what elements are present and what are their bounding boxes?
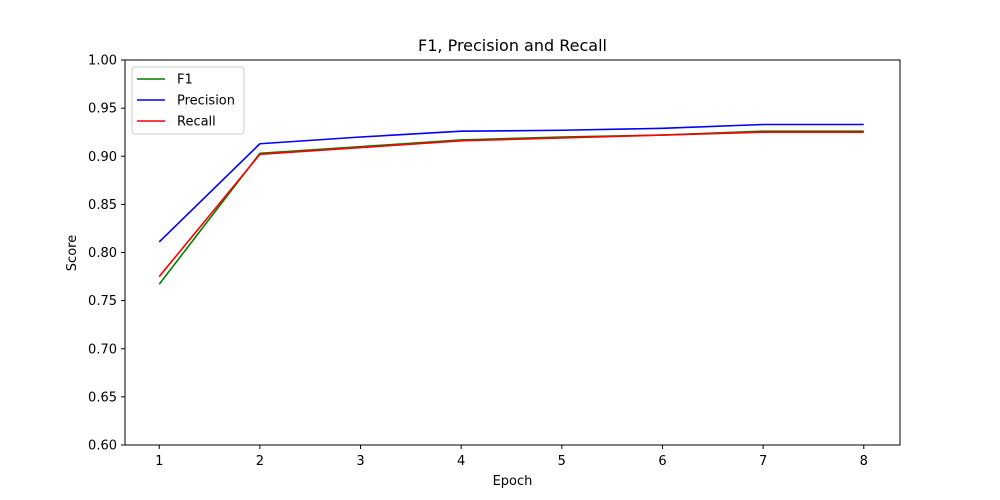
series-line-precision	[158, 123, 864, 243]
y-tick-label: 0.90	[88, 150, 117, 165]
legend-box	[131, 66, 245, 135]
legend: F1 Precision Recall	[131, 66, 245, 135]
y-tick-label: 0.85	[88, 198, 117, 213]
chart-title: F1, Precision and Recall	[418, 36, 607, 55]
series-line-recall	[158, 131, 864, 278]
y-axis-label: Score	[65, 235, 80, 271]
y-tick-label: 0.60	[88, 439, 117, 454]
y-tick-label: 0.75	[88, 294, 117, 309]
legend-label-f1: F1	[177, 73, 193, 88]
x-tick-label: 8	[860, 454, 868, 469]
x-tick-label: 5	[558, 454, 566, 469]
x-tick-label: 2	[256, 454, 264, 469]
x-tick-label: 1	[155, 454, 163, 469]
x-tick-label: 6	[658, 454, 666, 469]
x-tick-label: 4	[457, 454, 465, 469]
y-tick-label: 0.65	[88, 390, 117, 405]
y-tick-label: 0.95	[88, 102, 117, 117]
y-tick-label: 1.00	[88, 54, 117, 69]
x-tick-label: 7	[759, 454, 767, 469]
x-axis-label: Epoch	[493, 474, 533, 489]
plot-frame	[124, 59, 901, 446]
y-tick-label: 0.80	[88, 246, 117, 261]
legend-label-recall: Recall	[177, 115, 216, 130]
x-tick-label: 3	[356, 454, 364, 469]
y-tick-label: 0.70	[88, 342, 117, 357]
plot-area: 1 2 3 4 5 6 7 8 0.60 0.65 0.70 0.75 0.80 0.85 0.90 0.95…	[88, 54, 901, 469]
series-line-f1	[158, 130, 864, 285]
legend-label-precision: Precision	[177, 94, 235, 109]
